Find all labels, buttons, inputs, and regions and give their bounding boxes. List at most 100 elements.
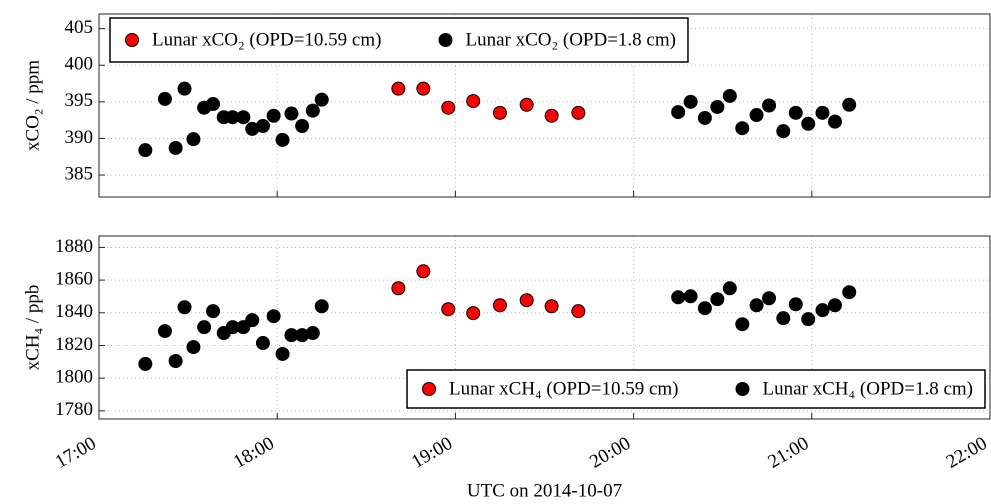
- legend-label: Lunar xCH₄ (OPD=1.8 cm): [763, 378, 973, 399]
- data-point: [671, 290, 686, 305]
- y-tick-label: 400: [65, 54, 94, 75]
- data-point: [815, 303, 830, 318]
- legend: Lunar xCH₄ (OPD=10.59 cm) Lunar xCH₄ (OPD…: [406, 369, 986, 409]
- data-point: [827, 114, 842, 129]
- data-point: [314, 92, 329, 107]
- y-tick-label: 1820: [55, 334, 93, 355]
- data-point: [416, 81, 431, 96]
- x-tick-label: 20:00: [586, 433, 634, 473]
- data-point: [138, 143, 153, 158]
- plot-frame: [98, 235, 991, 420]
- y-axis-label: xCO₂ / ppm: [22, 60, 43, 151]
- y-axis-label: xCH₄ / ppb: [22, 285, 43, 371]
- x-tick-label: 17:00: [52, 433, 100, 473]
- data-point: [749, 298, 764, 313]
- data-point: [697, 301, 712, 316]
- legend-box: [109, 17, 689, 63]
- data-point: [492, 298, 507, 313]
- data-point: [284, 106, 299, 121]
- data-point: [466, 306, 481, 321]
- legend: Lunar xCO₂ (OPD=10.59 cm) Lunar xCO₂ (OPD…: [109, 17, 689, 63]
- data-point: [519, 293, 534, 308]
- data-point: [788, 105, 803, 120]
- data-point: [571, 105, 586, 120]
- y-tick-label: 395: [65, 90, 94, 111]
- data-point: [255, 336, 270, 351]
- y-tick-label: 385: [65, 163, 94, 184]
- data-point: [266, 309, 281, 324]
- legend-box: [406, 369, 986, 409]
- data-point: [842, 97, 857, 112]
- legend-marker: [438, 33, 453, 47]
- y-tick-label: 390: [65, 127, 94, 148]
- legend-label: Lunar xCO₂ (OPD=10.59 cm): [152, 29, 381, 50]
- x-tick-label: 22:00: [943, 433, 991, 473]
- data-point: [683, 94, 698, 109]
- data-point: [305, 103, 320, 118]
- data-point: [157, 324, 172, 339]
- data-point: [710, 99, 725, 114]
- data-point: [762, 291, 777, 306]
- data-point: [815, 105, 830, 120]
- x-tick-label: 19:00: [408, 433, 456, 473]
- data-point: [391, 281, 406, 296]
- data-point: [177, 81, 192, 96]
- data-point: [492, 105, 507, 120]
- data-point: [275, 132, 290, 147]
- data-point: [138, 356, 153, 371]
- data-point: [710, 292, 725, 307]
- data-point: [206, 97, 221, 112]
- data-point: [197, 320, 212, 335]
- data-point: [735, 317, 750, 332]
- data-point: [186, 340, 201, 355]
- data-point: [762, 98, 777, 113]
- data-point: [544, 299, 559, 314]
- data-point: [168, 353, 183, 368]
- data-point: [314, 299, 329, 314]
- data-point: [683, 289, 698, 304]
- legend-label: Lunar xCO₂ (OPD=1.8 cm): [465, 29, 675, 50]
- data-point: [776, 311, 791, 326]
- data-point: [295, 118, 310, 133]
- data-point: [391, 81, 406, 96]
- data-point: [788, 297, 803, 312]
- data-point: [722, 281, 737, 296]
- y-tick-label: 1880: [55, 236, 93, 257]
- data-point: [441, 302, 456, 317]
- data-point: [697, 110, 712, 125]
- data-point: [168, 140, 183, 155]
- data-point: [305, 326, 320, 341]
- y-tick-label: 1780: [55, 399, 93, 420]
- legend-marker: [125, 33, 139, 47]
- y-tick-label: 405: [65, 17, 94, 38]
- data-point: [441, 100, 456, 115]
- data-point: [735, 121, 750, 136]
- data-point: [671, 105, 686, 120]
- y-tick-label: 1860: [55, 268, 93, 289]
- data-point: [186, 132, 201, 147]
- y-tick-label: 1840: [55, 301, 93, 322]
- data-point: [266, 108, 281, 123]
- y-tick-label: 1800: [55, 367, 93, 388]
- data-point: [245, 313, 260, 328]
- data-point: [157, 91, 172, 106]
- data-point: [571, 304, 586, 319]
- x-tick-label: 18:00: [230, 433, 278, 473]
- data-point: [177, 300, 192, 315]
- legend-marker: [422, 382, 437, 396]
- x-tick-label: 21:00: [764, 433, 812, 473]
- data-point: [416, 264, 431, 279]
- data-point: [255, 118, 270, 133]
- legend-label: Lunar xCH₄ (OPD=10.59 cm): [449, 378, 678, 399]
- legend-marker: [735, 382, 750, 396]
- data-point: [206, 304, 221, 319]
- data-point: [749, 108, 764, 123]
- data-point: [801, 312, 816, 327]
- data-point: [722, 88, 737, 103]
- data-point: [236, 110, 251, 125]
- data-point: [275, 346, 290, 361]
- data-point: [827, 298, 842, 313]
- data-point: [519, 97, 534, 112]
- data-point: [544, 108, 559, 123]
